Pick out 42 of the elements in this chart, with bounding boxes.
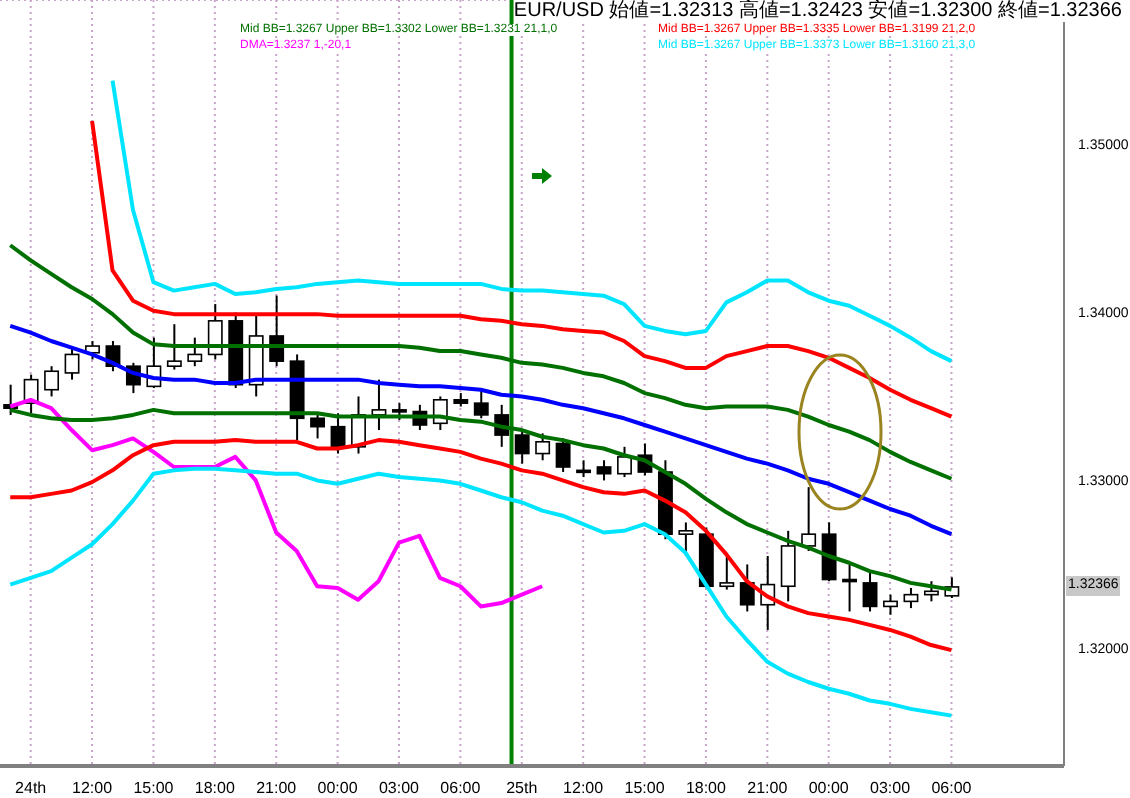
x-tick-label: 21:00 [256,779,298,798]
x-tick-label: 00:00 [317,779,359,798]
line-series [8,323,954,537]
candlestick [85,340,100,361]
x-tick-label: 18:00 [194,779,236,798]
candlestick [883,593,898,616]
x-tick-label: 00:00 [808,779,850,798]
candlestick [64,345,80,381]
line-series [8,243,954,481]
candlestick [739,563,755,613]
candlestick [801,486,817,552]
candlestick [187,336,203,368]
candlestick [862,571,878,613]
line-series [110,78,954,364]
x-tick-label: 24th [15,779,47,798]
x-tick-label: 12:00 [563,779,605,798]
line-series [8,466,954,718]
x-tick-label: 06:00 [440,779,482,798]
x-tick-label: 12:00 [72,779,114,798]
x-tick-label: 03:00 [870,779,912,798]
x-tick-label: 15:00 [133,779,175,798]
candlestick [821,521,837,583]
x-tick-label: 18:00 [685,779,728,798]
candlestick [719,555,735,591]
candlestick [923,580,939,603]
x-tick-label: 03:00 [378,779,421,798]
candlestick [596,459,612,482]
candlestick [473,387,489,420]
candlestick [903,586,919,610]
candlestick [514,429,530,465]
candlestick [555,437,571,474]
candlestick [617,445,632,479]
x-tick-label: 21:00 [747,779,789,798]
x-tick-label: 25th [506,779,538,798]
candlestick [44,365,60,398]
x-tick-label: 15:00 [624,779,666,798]
candlestick [780,529,796,603]
candlestick [166,323,182,371]
line-series [90,118,954,419]
x-tick-label: 06:00 [931,779,973,798]
candlestick [310,412,326,440]
candlestick [535,432,551,462]
